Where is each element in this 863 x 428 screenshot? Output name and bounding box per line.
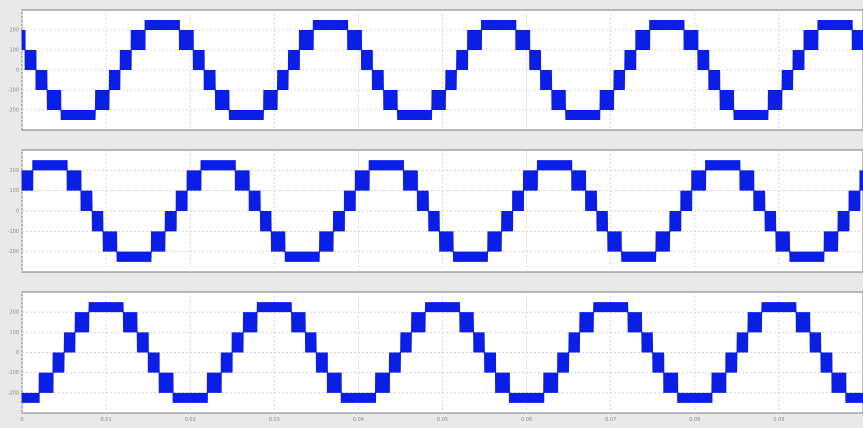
x-tick-label: 0.03	[269, 417, 280, 423]
y-tick-label: -100	[8, 229, 19, 235]
plot-panel-bottom: -200 -100 0 100 200	[8, 291, 863, 414]
series-line	[21, 19, 863, 121]
plot-panel-middle: -200 -100 0 100 200	[8, 149, 863, 273]
x-tick-label: 0	[20, 417, 23, 423]
y-tick-label: 100	[9, 330, 19, 336]
y-tick-label: -200	[8, 249, 19, 255]
x-tick-label: 0.02	[185, 417, 196, 423]
x-tick-label: 0.08	[689, 417, 700, 423]
x-tick-labels: 0 0.01 0.02 0.03 0.04 0.05 0.06 0.07 0.08 0.09	[20, 417, 784, 423]
series-line	[21, 160, 863, 262]
series-line	[21, 302, 863, 403]
x-tick-label: 0.07	[605, 417, 616, 423]
x-tick-label: 0.04	[353, 417, 364, 423]
x-tick-label: 0.01	[101, 417, 112, 423]
y-tick-label: 0	[16, 350, 19, 356]
y-tick-label: 0	[16, 209, 19, 215]
x-tick-label: 0.05	[437, 417, 448, 423]
y-tick-label: 200	[9, 28, 19, 34]
y-tick-label: 0	[16, 68, 19, 74]
y-tick-label: -200	[8, 108, 19, 114]
plot-panel-top: -200 -100 0 100 200	[8, 9, 863, 131]
x-tick-label: 0.09	[773, 417, 784, 423]
x-tick-label: 0.06	[521, 417, 532, 423]
y-tick-label: 100	[9, 48, 19, 54]
y-tick-label: -200	[8, 390, 19, 396]
y-tick-label: -100	[8, 88, 19, 94]
y-tick-label: 200	[9, 168, 19, 174]
y-tick-label: 100	[9, 188, 19, 194]
y-tick-label: -100	[8, 370, 19, 376]
y-tick-label: 200	[9, 310, 19, 316]
